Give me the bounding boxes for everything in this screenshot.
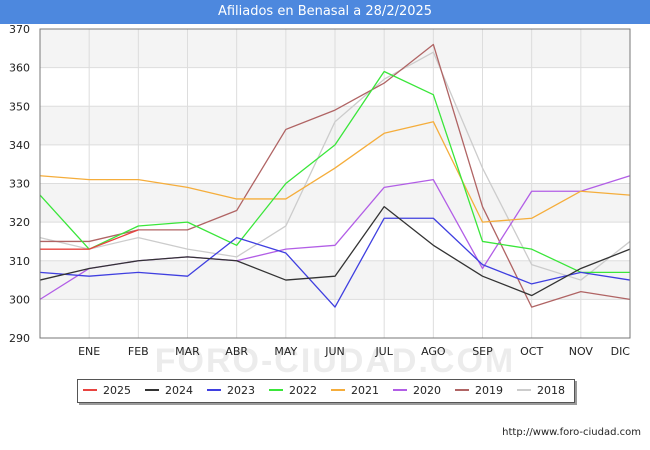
x-tick-label: MAY bbox=[274, 345, 297, 358]
legend-swatch bbox=[455, 389, 469, 391]
legend-item-2018: 2018 bbox=[517, 380, 565, 402]
legend-label: 2025 bbox=[103, 384, 131, 397]
x-tick-label: JUN bbox=[324, 345, 345, 358]
legend-item-2020: 2020 bbox=[393, 380, 441, 402]
legend-swatch bbox=[269, 389, 283, 391]
y-tick-label: 350 bbox=[9, 100, 30, 113]
watermark: FORO-CIUDAD.COM bbox=[155, 342, 516, 380]
legend-label: 2019 bbox=[475, 384, 503, 397]
legend-label: 2022 bbox=[289, 384, 317, 397]
legend-item-2024: 2024 bbox=[145, 380, 193, 402]
plot-frame bbox=[39, 28, 631, 339]
y-tick-label: 290 bbox=[9, 332, 30, 345]
legend-item-2023: 2023 bbox=[207, 380, 255, 402]
legend-item-2021: 2021 bbox=[331, 380, 379, 402]
x-tick-label: SEP bbox=[472, 345, 493, 358]
series-line-2018 bbox=[39, 51, 631, 281]
y-tick-label: 310 bbox=[9, 255, 30, 268]
series-line-2023 bbox=[39, 217, 631, 308]
series-lines bbox=[39, 43, 631, 308]
x-axis-labels: ENE FEB MAR ABR MAY JUN JUL AGO SEP OCT NOV DIC bbox=[78, 345, 630, 358]
x-tick-label: NOV bbox=[569, 345, 594, 358]
legend-swatch bbox=[331, 389, 345, 391]
y-tick-label: 360 bbox=[9, 62, 30, 75]
x-tick-label: OCT bbox=[520, 345, 543, 358]
legend-label: 2018 bbox=[537, 384, 565, 397]
series-line-2025 bbox=[40, 229, 139, 250]
x-tick-label: DIC bbox=[611, 345, 631, 358]
source-url[interactable]: http://www.foro-ciudad.com bbox=[502, 427, 641, 438]
y-tick-label: 330 bbox=[9, 178, 30, 191]
y-axis-labels: 290 300 310 320 330 340 350 360 370 bbox=[9, 23, 30, 345]
legend-swatch bbox=[145, 389, 159, 391]
legend-swatch bbox=[83, 389, 97, 391]
x-tick-label: AGO bbox=[421, 345, 446, 358]
x-tick-label: MAR bbox=[175, 345, 200, 358]
series-line-2021 bbox=[39, 121, 631, 223]
y-tick-label: 370 bbox=[9, 23, 30, 36]
x-tick-label: FEB bbox=[128, 345, 149, 358]
legend-swatch bbox=[207, 389, 221, 391]
legend-item-2025: 2025 bbox=[83, 380, 131, 402]
legend-item-2022: 2022 bbox=[269, 380, 317, 402]
series-line-2024 bbox=[39, 206, 631, 297]
legend-label: 2023 bbox=[227, 384, 255, 397]
y-tick-label: 300 bbox=[9, 293, 30, 306]
y-tick-label: 340 bbox=[9, 139, 30, 152]
legend-label: 2020 bbox=[413, 384, 441, 397]
legend-label: 2024 bbox=[165, 384, 193, 397]
legend-swatch bbox=[393, 389, 407, 391]
y-tick-label: 320 bbox=[9, 216, 30, 229]
chart-title: Afiliados en Benasal a 28/2/2025 bbox=[0, 0, 650, 24]
series-line-2022 bbox=[39, 70, 630, 273]
x-tick-label: ENE bbox=[78, 345, 100, 358]
legend: 2025 2024 2023 2022 2021 2020 2019 2018 bbox=[77, 379, 575, 403]
x-tick-label: ABR bbox=[225, 345, 248, 358]
x-tick-label: JUL bbox=[374, 345, 393, 358]
legend-item-2019: 2019 bbox=[455, 380, 503, 402]
legend-label: 2021 bbox=[351, 384, 379, 397]
legend-swatch bbox=[517, 389, 531, 391]
